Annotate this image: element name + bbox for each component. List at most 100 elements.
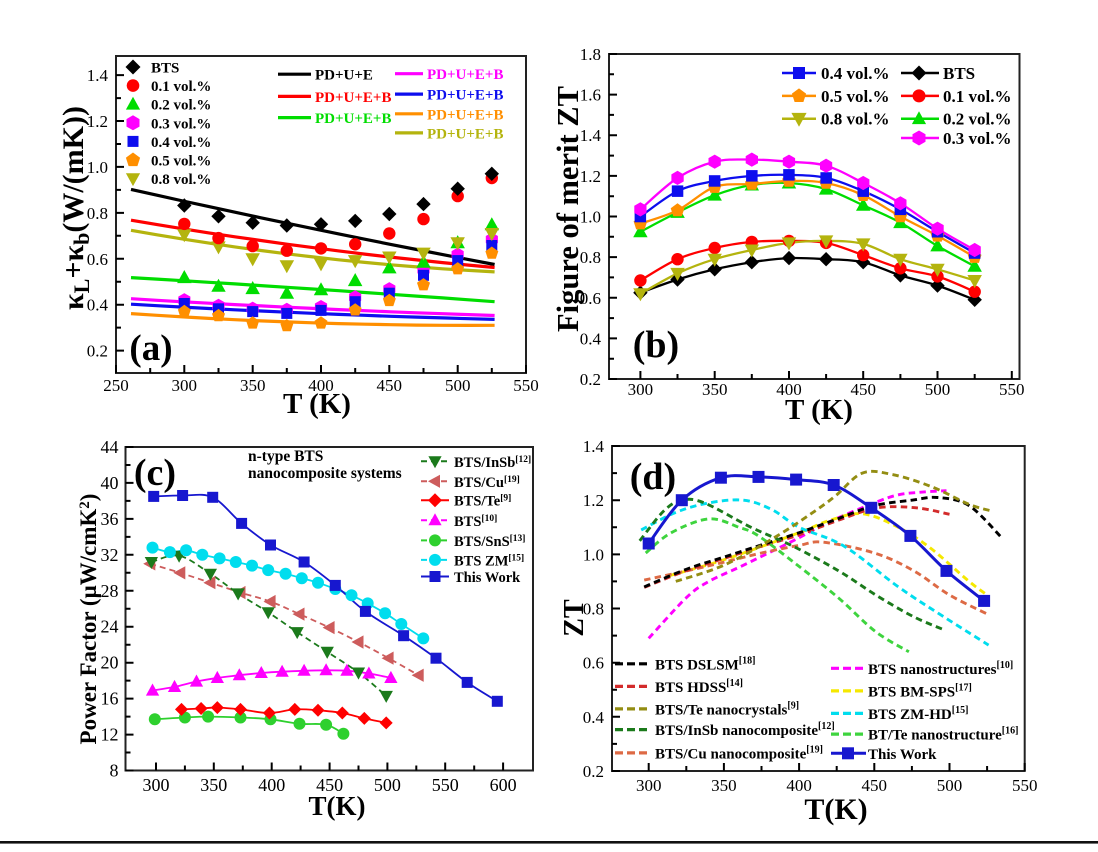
svg-text:0.8 vol.%: 0.8 vol.% xyxy=(151,172,211,188)
svg-text:nanocomposite systems: nanocomposite systems xyxy=(248,465,402,482)
svg-text:0.4: 0.4 xyxy=(580,329,602,348)
svg-text:400: 400 xyxy=(258,775,285,795)
svg-text:1.2: 1.2 xyxy=(583,491,604,510)
svg-text:0.2 vol.%: 0.2 vol.% xyxy=(151,98,211,114)
svg-text:(b): (b) xyxy=(633,324,679,366)
svg-text:T (K): T (K) xyxy=(283,388,351,420)
svg-text:0.8: 0.8 xyxy=(87,204,108,223)
svg-text:0.6: 0.6 xyxy=(580,289,601,308)
svg-text:500: 500 xyxy=(445,376,471,395)
svg-text:BTS/InSb[12]: BTS/InSb[12] xyxy=(454,455,531,471)
svg-text:T(K): T(K) xyxy=(309,791,366,821)
svg-text:0.6: 0.6 xyxy=(583,654,604,673)
svg-text:0.6: 0.6 xyxy=(87,250,108,269)
svg-text:(d): (d) xyxy=(630,456,676,498)
svg-text:300: 300 xyxy=(143,775,170,795)
svg-text:350: 350 xyxy=(200,775,227,795)
svg-text:T (K): T (K) xyxy=(785,394,853,426)
svg-text:0.3 vol.%: 0.3 vol.% xyxy=(943,129,1011,148)
svg-text:PD+U+E+B: PD+U+E+B xyxy=(427,88,503,104)
svg-text:PD+U+E+B: PD+U+E+B xyxy=(315,90,391,106)
svg-text:BT/Te nanostructure[16]: BT/Te nanostructure[16] xyxy=(868,726,1018,744)
svg-text:1.2: 1.2 xyxy=(87,112,108,131)
svg-text:350: 350 xyxy=(711,776,737,795)
svg-text:0.8: 0.8 xyxy=(583,600,604,619)
svg-text:0.1 vol.%: 0.1 vol.% xyxy=(943,87,1011,106)
svg-text:BTS BM-SPS[17]: BTS BM-SPS[17] xyxy=(868,682,972,700)
svg-text:0.2: 0.2 xyxy=(583,762,604,781)
svg-text:0.4: 0.4 xyxy=(583,708,605,727)
svg-text:20: 20 xyxy=(101,653,119,673)
svg-text:(c): (c) xyxy=(134,452,176,494)
svg-text:500: 500 xyxy=(374,775,401,795)
svg-text:1.4: 1.4 xyxy=(583,437,605,456)
svg-text:This Work: This Work xyxy=(454,570,521,586)
svg-text:0.4: 0.4 xyxy=(87,296,109,315)
svg-text:0.5 vol.%: 0.5 vol.% xyxy=(151,154,211,170)
svg-text:PD+U+E: PD+U+E xyxy=(315,68,373,84)
svg-text:400: 400 xyxy=(308,376,334,395)
svg-text:44: 44 xyxy=(101,437,119,457)
svg-text:500: 500 xyxy=(937,776,963,795)
svg-text:BTS/Te[9]: BTS/Te[9] xyxy=(454,494,511,510)
svg-text:450: 450 xyxy=(316,775,343,795)
svg-text:BTS/Te nanocrystals[9]: BTS/Te nanocrystals[9] xyxy=(655,700,799,718)
svg-text:BTS ZM-HD[15]: BTS ZM-HD[15] xyxy=(868,705,968,723)
svg-text:1.0: 1.0 xyxy=(580,208,601,227)
svg-text:BTS/InSb nanocomposite[12]: BTS/InSb nanocomposite[12] xyxy=(655,721,835,739)
svg-text:0.5 vol.%: 0.5 vol.% xyxy=(821,87,889,106)
svg-text:1.0: 1.0 xyxy=(583,545,604,564)
svg-text:0.1 vol.%: 0.1 vol.% xyxy=(151,79,211,95)
svg-text:BTS HDSS[14]: BTS HDSS[14] xyxy=(655,678,743,696)
svg-text:300: 300 xyxy=(636,776,662,795)
svg-text:1.4: 1.4 xyxy=(87,66,109,85)
svg-text:600: 600 xyxy=(490,775,517,795)
svg-text:BTS: BTS xyxy=(151,61,179,77)
svg-text:BTS/Cu nanocomposite[19]: BTS/Cu nanocomposite[19] xyxy=(655,744,823,762)
svg-text:350: 350 xyxy=(702,380,728,399)
svg-text:ZT: ZT xyxy=(559,599,590,637)
svg-text:This Work: This Work xyxy=(868,747,937,763)
svg-text:BTS/SnS[13]: BTS/SnS[13] xyxy=(454,534,525,550)
svg-text:550: 550 xyxy=(1012,776,1038,795)
svg-text:28: 28 xyxy=(101,581,119,601)
svg-text:300: 300 xyxy=(172,376,198,395)
svg-text:Power Factor (μW/cmK2): Power Factor (μW/cmK2) xyxy=(76,494,101,745)
svg-text:κL+κb(W/(mK)): κL+κb(W/(mK)) xyxy=(57,106,94,310)
svg-text:BTS ZM[15]: BTS ZM[15] xyxy=(454,553,524,569)
svg-text:1.6: 1.6 xyxy=(580,86,601,105)
svg-text:n-type BTS: n-type BTS xyxy=(248,448,323,465)
svg-text:0.2: 0.2 xyxy=(87,342,108,361)
svg-text:16: 16 xyxy=(101,689,119,709)
svg-text:0.4 vol.%: 0.4 vol.% xyxy=(821,64,889,83)
svg-text:0.2 vol.%: 0.2 vol.% xyxy=(943,110,1011,129)
svg-text:0.8: 0.8 xyxy=(580,248,601,267)
svg-text:BTS/Cu[19]: BTS/Cu[19] xyxy=(454,475,520,491)
svg-text:Figure of merit ZT: Figure of merit ZT xyxy=(551,86,585,332)
svg-text:400: 400 xyxy=(776,380,802,399)
svg-text:450: 450 xyxy=(850,380,876,399)
svg-text:BTS nanostructures[10]: BTS nanostructures[10] xyxy=(868,660,1013,678)
svg-text:PD+U+E+B: PD+U+E+B xyxy=(427,126,503,142)
svg-text:450: 450 xyxy=(862,776,888,795)
svg-text:1.2: 1.2 xyxy=(580,167,601,186)
svg-text:0.8 vol.%: 0.8 vol.% xyxy=(821,110,889,129)
svg-text:300: 300 xyxy=(628,380,654,399)
svg-text:8: 8 xyxy=(110,761,119,781)
svg-text:12: 12 xyxy=(101,725,119,745)
svg-text:24: 24 xyxy=(101,617,119,637)
svg-text:1.8: 1.8 xyxy=(580,45,601,64)
svg-text:550: 550 xyxy=(999,380,1025,399)
svg-text:1.0: 1.0 xyxy=(87,158,108,177)
svg-text:550: 550 xyxy=(513,376,539,395)
svg-text:36: 36 xyxy=(101,509,119,529)
svg-text:0.3 vol.%: 0.3 vol.% xyxy=(151,116,211,132)
svg-text:1.4: 1.4 xyxy=(580,126,602,145)
svg-text:PD+U+E+B: PD+U+E+B xyxy=(427,67,503,83)
svg-text:PD+U+E+B: PD+U+E+B xyxy=(427,107,503,123)
svg-text:0.4 vol.%: 0.4 vol.% xyxy=(151,135,211,151)
svg-text:500: 500 xyxy=(925,380,951,399)
svg-text:250: 250 xyxy=(103,376,129,395)
svg-text:BTS DSLSM[18]: BTS DSLSM[18] xyxy=(655,655,755,673)
svg-text:PD+U+E+B: PD+U+E+B xyxy=(315,111,391,127)
